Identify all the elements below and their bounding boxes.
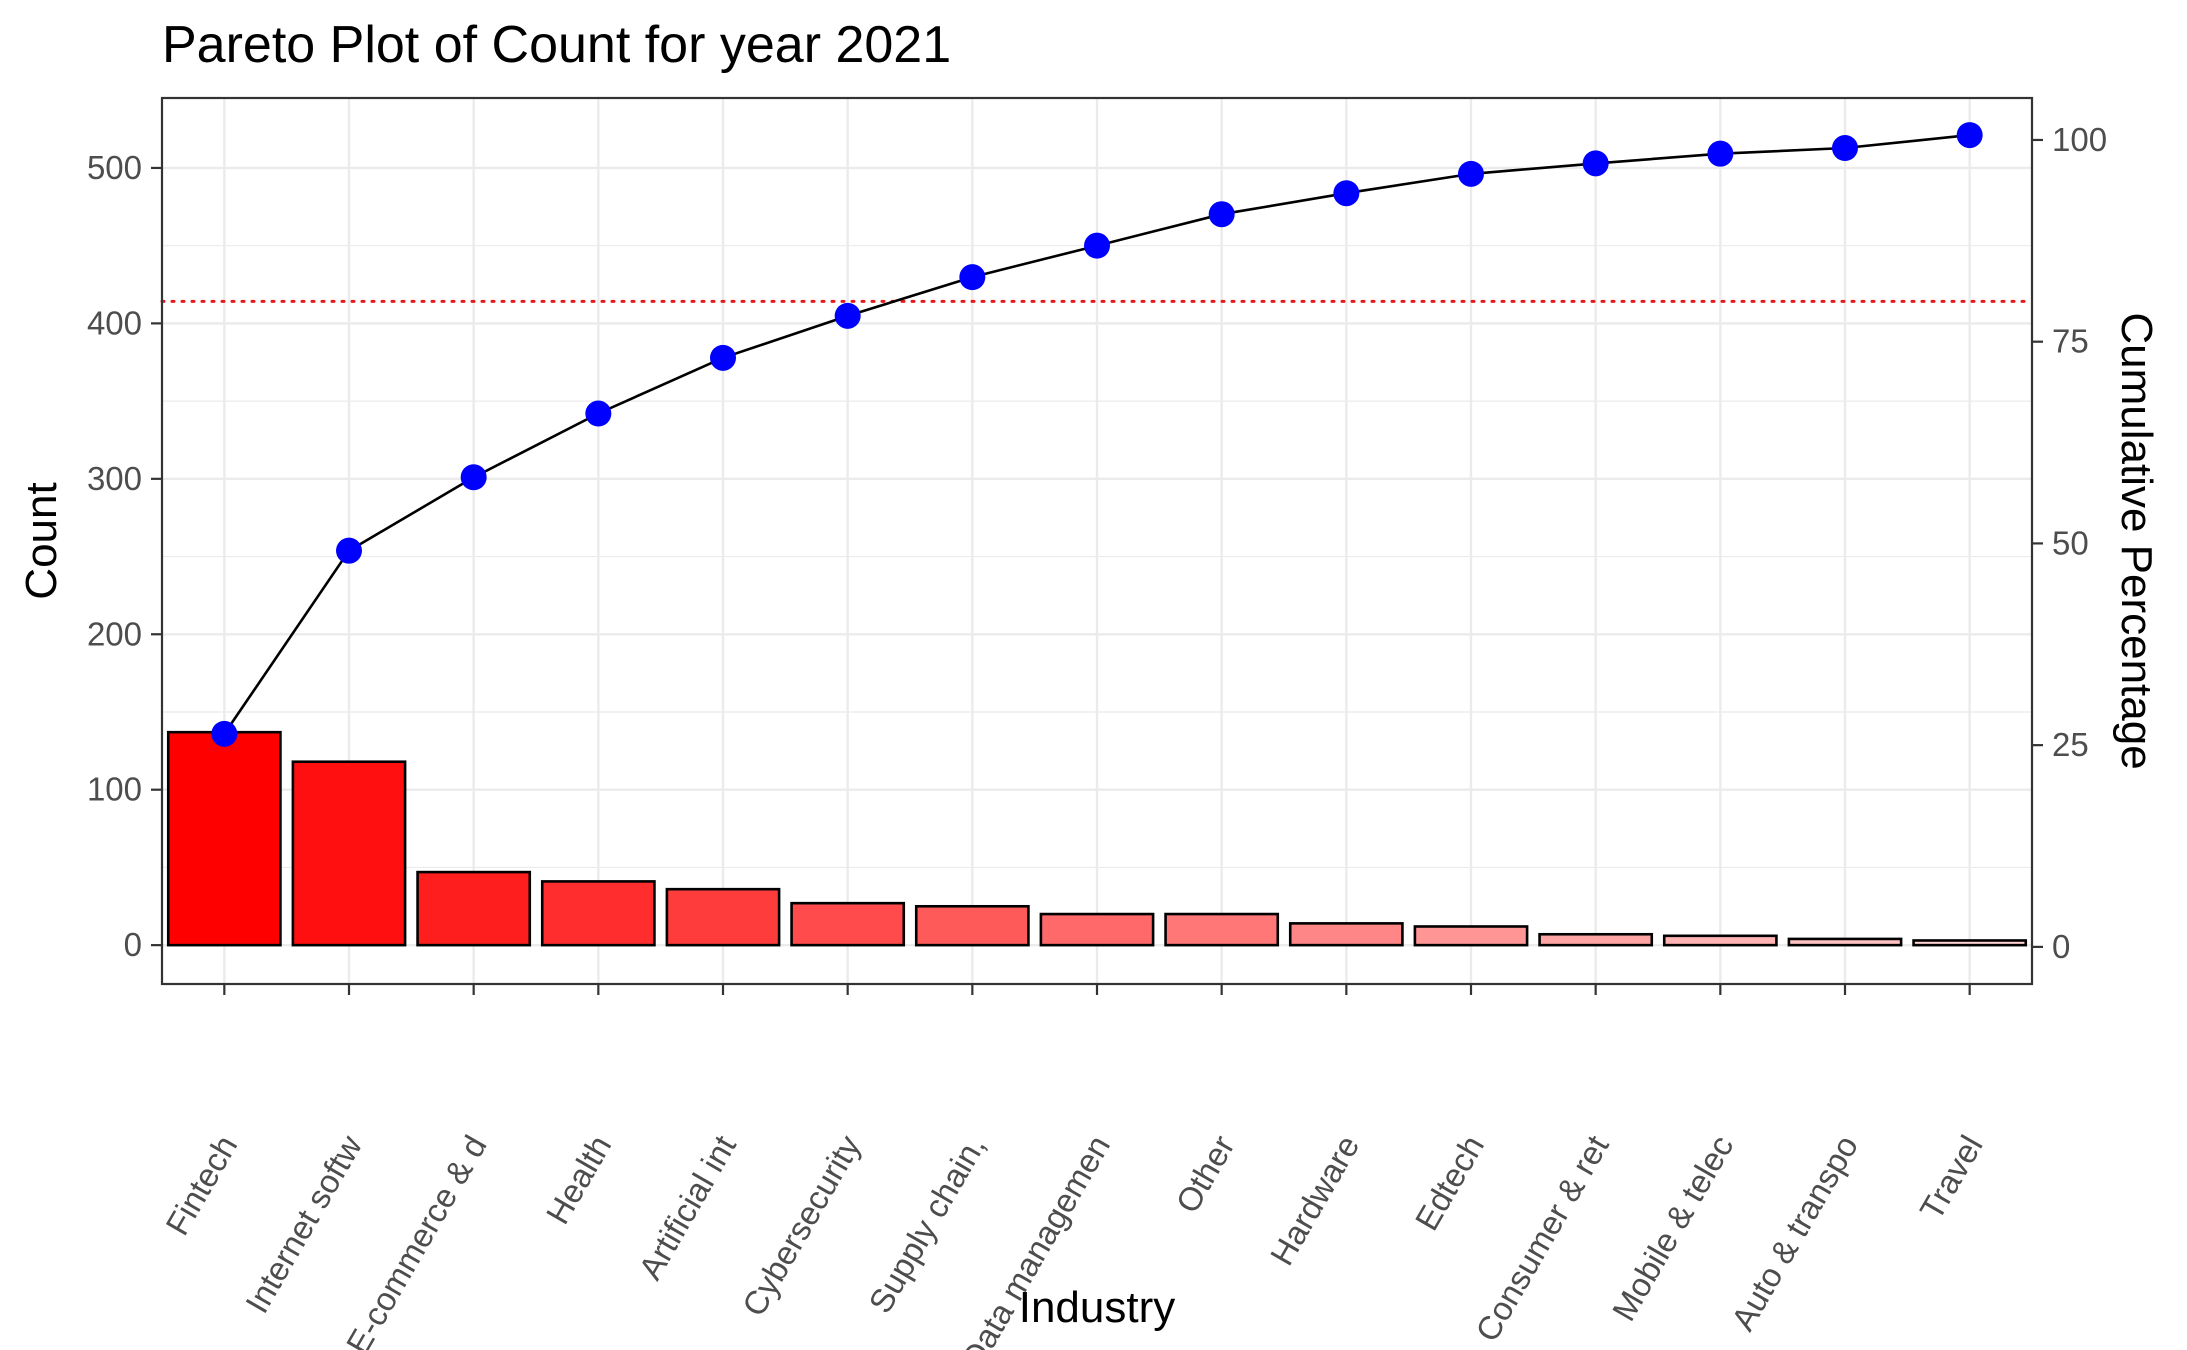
y2-tick-label: 50	[2052, 524, 2089, 561]
y-tick-label: 0	[124, 926, 142, 963]
x-axis-title: Industry	[1019, 1283, 1176, 1332]
cumulative-point	[585, 400, 612, 427]
bar	[416, 870, 532, 947]
bar	[1039, 912, 1155, 947]
y-tick-label: 100	[87, 771, 142, 808]
cumulative-point-layer	[211, 122, 1983, 747]
y2-tick-label: 75	[2052, 323, 2089, 360]
cumulative-point	[211, 720, 238, 747]
x-category-label: E-commerce & d	[339, 1129, 494, 1350]
bar	[1787, 937, 1903, 947]
bar	[291, 760, 407, 947]
bar	[166, 730, 282, 947]
cumulative-point	[959, 264, 986, 291]
x-category-label: Hardware	[1263, 1129, 1367, 1271]
cumulative-point	[834, 302, 861, 329]
bar-layer	[166, 730, 2028, 947]
cumulative-point	[1458, 160, 1484, 187]
cumulative-point	[1956, 122, 1983, 149]
y-axis-title: Count	[17, 482, 66, 599]
cumulative-point	[460, 464, 487, 491]
cumulative-point	[1333, 180, 1360, 207]
x-category-label: Health	[539, 1129, 619, 1230]
bar	[665, 887, 781, 947]
cumulative-point	[1707, 140, 1734, 167]
y-tick-label: 300	[87, 460, 142, 497]
y2-tick-label: 25	[2052, 726, 2089, 763]
y2-axis-title: Cumulative Percentage	[2112, 312, 2161, 769]
cumulative-point	[1084, 232, 1110, 259]
x-category-label: Edtech	[1408, 1129, 1491, 1236]
x-category-label: Other	[1168, 1129, 1241, 1219]
y-tick-label: 500	[87, 149, 142, 186]
bar	[1413, 925, 1529, 947]
y2-tick-label: 0	[2052, 928, 2070, 965]
x-category-label: Supply chain,	[861, 1129, 992, 1319]
chart-title: Pareto Plot of Count for year 2021	[162, 16, 951, 74]
bar	[1538, 932, 1654, 947]
x-category-label: Cybersecurity	[735, 1129, 868, 1323]
x-category-label: Mobile & telec	[1605, 1129, 1741, 1327]
bar	[1288, 922, 1404, 947]
cumulative-point	[710, 344, 736, 371]
x-category-label: Auto & transpo	[1724, 1129, 1865, 1337]
x-category-label: Internet softw	[238, 1129, 369, 1319]
bar	[1912, 939, 2028, 947]
bar	[540, 880, 656, 947]
cumulative-point	[1832, 135, 1858, 162]
cumulative-point	[1582, 150, 1609, 177]
bar	[914, 904, 1030, 947]
cumulative-point	[336, 537, 362, 564]
x-category-label: Travel	[1912, 1129, 1989, 1226]
x-category-label: Artificial int	[631, 1129, 743, 1286]
grid-layer	[162, 98, 2032, 984]
y-tick-label: 400	[87, 304, 142, 341]
bar	[1662, 934, 1778, 947]
y-tick-label: 200	[87, 615, 142, 652]
x-category-label: Consumer & ret	[1468, 1129, 1616, 1348]
y2-tick-label: 100	[2052, 121, 2107, 158]
x-category-label: Fintech	[158, 1129, 244, 1241]
bar	[790, 901, 906, 947]
cumulative-point	[1208, 201, 1235, 228]
bar	[1164, 912, 1280, 947]
